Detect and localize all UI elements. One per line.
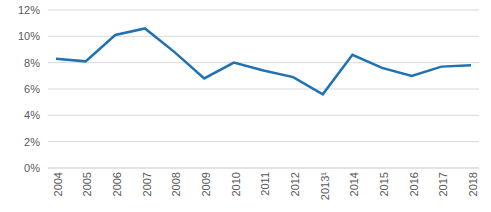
svg-text:12%: 12%	[18, 4, 40, 16]
svg-text:2014: 2014	[348, 172, 360, 196]
svg-text:2015: 2015	[378, 172, 390, 196]
svg-text:8%: 8%	[24, 57, 40, 69]
svg-text:10%: 10%	[18, 30, 40, 42]
svg-text:2004: 2004	[52, 172, 64, 196]
svg-text:2005: 2005	[81, 172, 93, 196]
svg-text:2018: 2018	[467, 172, 479, 196]
svg-text:2017: 2017	[437, 172, 449, 196]
svg-text:6%: 6%	[24, 83, 40, 95]
svg-text:2013¹: 2013¹	[319, 172, 331, 200]
svg-text:2007: 2007	[141, 172, 153, 196]
svg-text:2009: 2009	[200, 172, 212, 196]
svg-text:2010: 2010	[230, 172, 242, 196]
svg-text:2%: 2%	[24, 136, 40, 148]
svg-text:0%: 0%	[24, 162, 40, 174]
svg-text:4%: 4%	[24, 109, 40, 121]
svg-text:2006: 2006	[111, 172, 123, 196]
svg-text:2011: 2011	[259, 172, 271, 196]
svg-text:2008: 2008	[170, 172, 182, 196]
svg-text:2012: 2012	[289, 172, 301, 196]
svg-text:2016: 2016	[408, 172, 420, 196]
